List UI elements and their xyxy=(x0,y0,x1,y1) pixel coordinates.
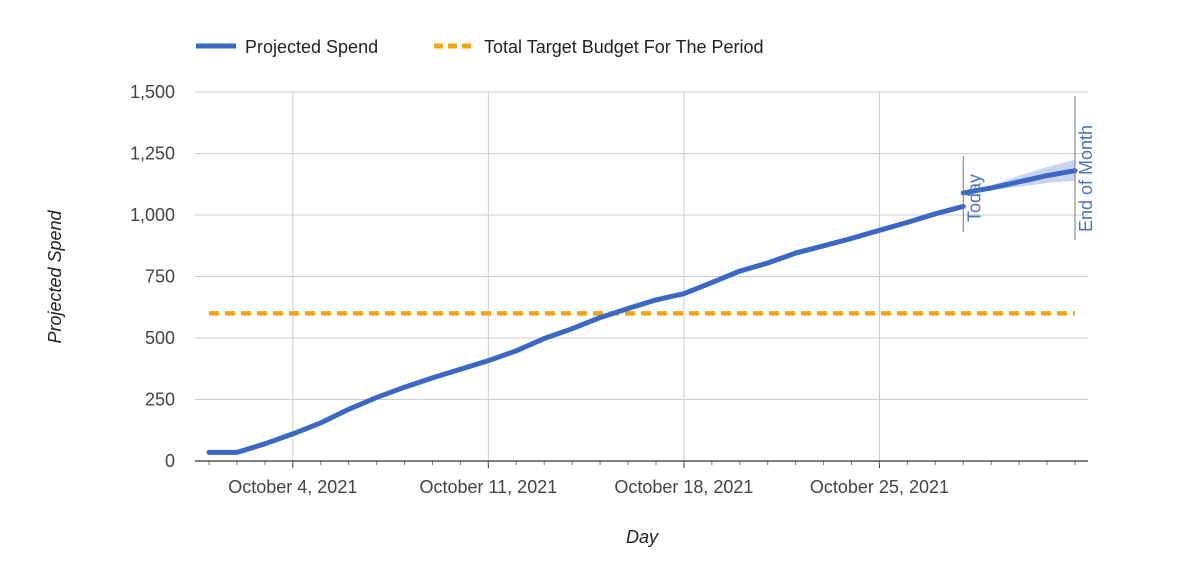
y-tick-label: 0 xyxy=(165,451,175,471)
today-annotation-label: Today xyxy=(964,174,984,222)
y-tick-label: 1,250 xyxy=(130,144,175,164)
gridlines xyxy=(195,91,1088,461)
legend-item-projected-spend[interactable]: Projected Spend xyxy=(196,37,378,57)
projected-spend-line xyxy=(206,203,966,455)
plot-area: Today End of Month xyxy=(206,96,1096,455)
x-axis-title: Day xyxy=(626,527,659,547)
y-tick-label: 750 xyxy=(145,267,175,287)
x-tick-label: October 25, 2021 xyxy=(810,477,949,497)
legend-item-target-budget[interactable]: Total Target Budget For The Period xyxy=(434,37,764,57)
x-tick-label: October 4, 2021 xyxy=(228,477,357,497)
y-tick-label: 1,500 xyxy=(130,82,175,102)
end-of-month-annotation-label: End of Month xyxy=(1076,125,1096,232)
y-axis-ticks: 0 250 500 750 1,000 1,250 1,500 xyxy=(130,82,175,471)
x-tick-label: October 11, 2021 xyxy=(419,477,557,497)
legend-label-projected-spend: Projected Spend xyxy=(245,37,378,57)
y-axis-title: Projected Spend xyxy=(45,209,65,343)
projection-band xyxy=(963,159,1075,193)
legend: Projected Spend Total Target Budget For … xyxy=(196,37,764,57)
y-tick-label: 500 xyxy=(145,328,175,348)
y-tick-label: 1,000 xyxy=(130,205,175,225)
legend-label-target-budget: Total Target Budget For The Period xyxy=(484,37,764,57)
y-tick-label: 250 xyxy=(145,390,175,410)
x-axis-ticks: October 4, 2021 October 11, 2021 October 1… xyxy=(208,461,1076,497)
projection-line xyxy=(960,168,1078,196)
x-tick-label: October 18, 2021 xyxy=(614,477,753,497)
